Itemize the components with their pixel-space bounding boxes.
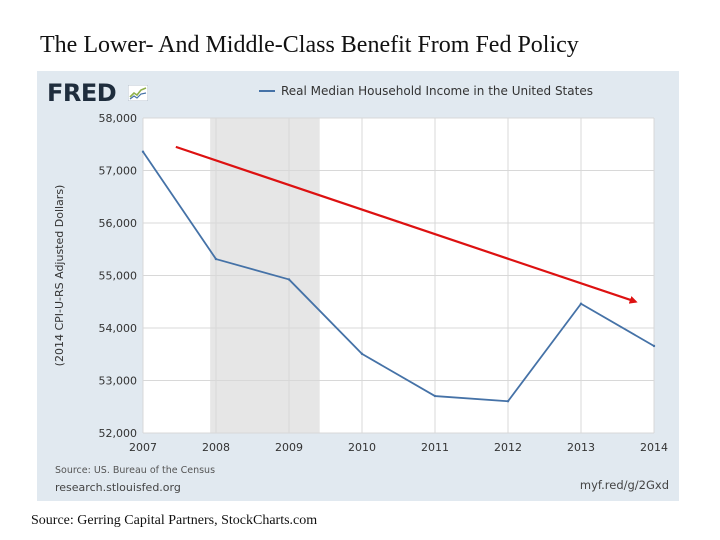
short-url[interactable]: myf.red/g/2Gxd — [579, 478, 669, 492]
fred-logo: FRED — [47, 79, 117, 107]
y-tick-label: 55,000 — [99, 270, 138, 283]
data-point — [579, 302, 583, 305]
research-url[interactable]: research.stlouisfed.org — [55, 481, 181, 494]
chart-legend: Real Median Household Income in the Unit… — [259, 84, 593, 98]
x-tick-label: 2008 — [202, 441, 230, 454]
x-tick-label: 2007 — [129, 441, 157, 454]
source-note: Source: US. Bureau of the Census — [55, 465, 216, 476]
y-axis-label: (2014 CPI-U-RS Adjusted Dollars) — [53, 185, 66, 367]
x-tick-label: 2012 — [494, 441, 522, 454]
chart-panel: FRED Real Median Household Income in the… — [37, 71, 679, 501]
y-tick-label: 57,000 — [99, 165, 138, 178]
data-point — [287, 278, 291, 281]
y-tick-label: 54,000 — [99, 322, 138, 335]
data-point — [506, 400, 510, 403]
data-point — [214, 257, 218, 261]
data-point — [360, 352, 364, 356]
x-tick-label: 2011 — [421, 441, 449, 454]
trend-arrow — [175, 145, 638, 304]
fred-chart-icon — [128, 85, 148, 101]
slide-source: Source: Gerring Capital Partners, StockC… — [31, 513, 318, 528]
y-tick-label: 52,000 — [99, 427, 138, 440]
data-point — [433, 394, 437, 398]
legend-swatch — [259, 90, 275, 92]
y-tick-label: 53,000 — [99, 375, 138, 388]
x-tick-label: 2013 — [567, 441, 595, 454]
data-point — [141, 150, 145, 153]
y-tick-label: 56,000 — [99, 217, 138, 230]
y-tick-label: 58,000 — [99, 112, 138, 125]
x-tick-label: 2010 — [348, 441, 376, 454]
series-line — [142, 151, 655, 403]
x-tick-label: 2014 — [640, 441, 668, 454]
slide-title: The Lower- And Middle-Class Benefit From… — [40, 32, 579, 58]
chart: 52,000 53,000 54,000 55,000 56,000 57,000 58,0… — [53, 112, 668, 454]
x-tick-label: 2009 — [275, 441, 303, 454]
legend-label: Real Median Household Income in the Unit… — [281, 84, 593, 98]
data-point — [652, 344, 656, 348]
